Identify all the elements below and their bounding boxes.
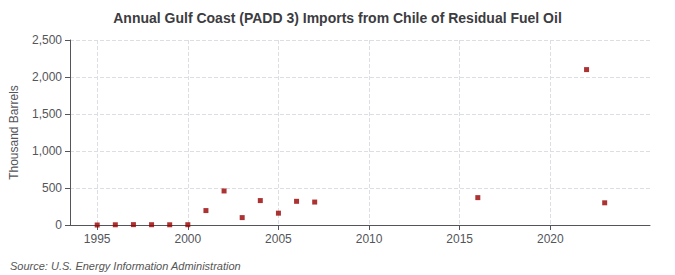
svg-text:0: 0 <box>55 218 62 232</box>
svg-text:500: 500 <box>42 181 62 195</box>
svg-text:Annual Gulf Coast (PADD 3) Imp: Annual Gulf Coast (PADD 3) Imports from … <box>113 10 562 26</box>
svg-text:2015: 2015 <box>446 232 473 246</box>
svg-text:2000: 2000 <box>174 232 201 246</box>
svg-text:2005: 2005 <box>265 232 292 246</box>
svg-text:2010: 2010 <box>356 232 383 246</box>
svg-text:2020: 2020 <box>537 232 564 246</box>
svg-text:1,500: 1,500 <box>32 107 62 121</box>
svg-text:2,500: 2,500 <box>32 33 62 47</box>
svg-text:Source: U.S. Energy Informatio: Source: U.S. Energy Information Administ… <box>10 260 241 272</box>
svg-text:2,000: 2,000 <box>32 70 62 84</box>
svg-text:1995: 1995 <box>84 232 111 246</box>
svg-text:1,000: 1,000 <box>32 144 62 158</box>
svg-text:Thousand Barrels: Thousand Barrels <box>7 85 21 180</box>
